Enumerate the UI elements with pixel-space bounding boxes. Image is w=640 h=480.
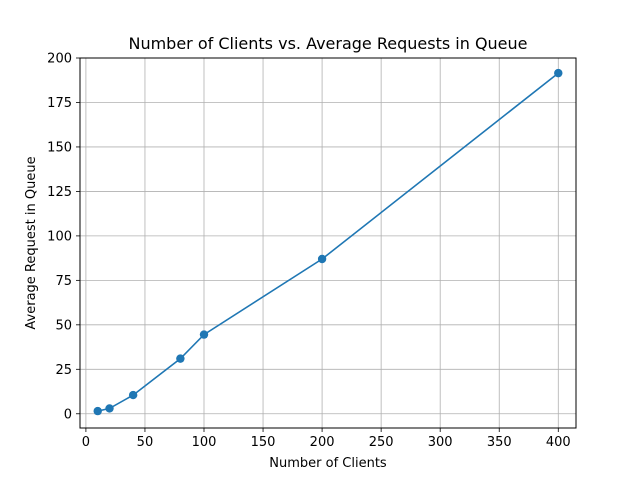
axis-ticks: 0 50 100 150 200 250 300 350 400 0 25 50 75 100 125 150… xyxy=(47,52,571,451)
y-tick-label: 100 xyxy=(47,229,72,244)
y-tick-label: 125 xyxy=(47,185,72,200)
y-axis-label: Average Request in Queue xyxy=(24,156,39,329)
data-point xyxy=(317,254,327,264)
x-tick-label: 350 xyxy=(487,435,512,450)
y-tick-label: 150 xyxy=(47,140,72,155)
x-tick-label: 100 xyxy=(192,435,217,450)
data-point xyxy=(105,404,114,413)
data-point xyxy=(176,354,185,363)
data-point xyxy=(554,68,563,78)
series-layer xyxy=(93,68,563,416)
x-tick-label: 200 xyxy=(310,435,335,450)
x-axis-label: Number of Clients xyxy=(269,456,387,471)
data-point xyxy=(93,406,102,416)
y-tick-label: 175 xyxy=(47,96,72,111)
y-tick-label: 50 xyxy=(55,318,72,333)
x-tick-label: 400 xyxy=(546,435,571,450)
y-tick-label: 25 xyxy=(55,363,72,378)
chart-title: Number of Clients vs. Average Requests i… xyxy=(128,34,527,53)
x-tick-label: 300 xyxy=(428,435,453,450)
x-tick-label: 150 xyxy=(251,435,276,450)
y-tick-label: 200 xyxy=(47,52,72,67)
x-tick-label: 0 xyxy=(82,435,90,450)
y-tick-label: 75 xyxy=(55,274,72,289)
data-point xyxy=(199,330,209,339)
data-point xyxy=(128,390,138,400)
y-tick-label: 0 xyxy=(64,407,72,422)
x-tick-label: 250 xyxy=(369,435,394,450)
x-tick-label: 50 xyxy=(137,435,154,450)
plot-frame xyxy=(79,57,577,429)
